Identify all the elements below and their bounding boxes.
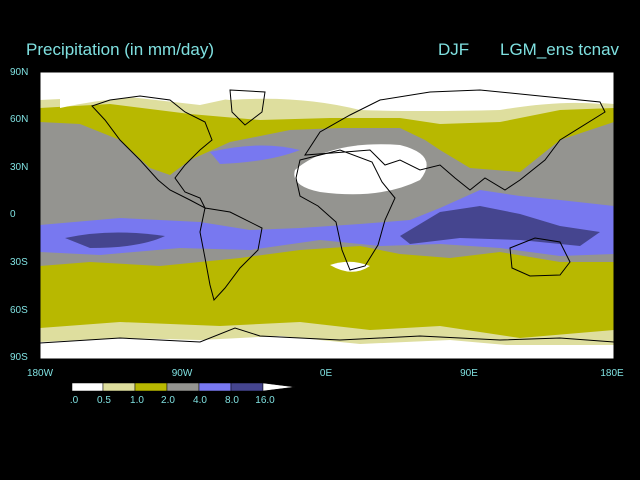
- cb-swatch-1: [102, 382, 136, 392]
- lat-label-30s: 30S: [10, 257, 28, 268]
- lon-label-90w: 90W: [171, 368, 193, 379]
- coast-north-america: [91, 95, 213, 210]
- coast-australia: [509, 237, 571, 277]
- lat-label-90s: 90S: [10, 352, 28, 363]
- season-label: DJF: [438, 40, 470, 59]
- cb-swatch-4: [198, 382, 232, 392]
- map-frame: [39, 71, 615, 360]
- cb-swatch-5: [230, 382, 264, 392]
- lat-label-eq: 0: [10, 209, 16, 220]
- lon-label-180e: 180E: [600, 368, 624, 379]
- cb-label-3: 2.0: [161, 395, 175, 406]
- cb-label-4: 4.0: [193, 395, 207, 406]
- lon-label-180w: 180W: [26, 368, 54, 379]
- coast-south-america: [199, 207, 263, 302]
- cb-label-6: 16.0: [255, 395, 275, 406]
- lat-label-60s: 60S: [10, 305, 28, 316]
- lon-label-90e: 90E: [460, 368, 478, 379]
- lat-label-30n: 30N: [10, 162, 29, 173]
- coast-greenland: [229, 89, 266, 126]
- zone-8-0-indian: [400, 206, 600, 246]
- coastlines: [39, 89, 615, 344]
- precip-field: [40, 72, 614, 359]
- colorbar: [71, 382, 296, 392]
- dry-arctic: [60, 90, 600, 111]
- cb-swatch-2: [134, 382, 168, 392]
- zone-8-0-pacific: [65, 232, 165, 248]
- zone-4-0-atlantic: [210, 145, 300, 164]
- cb-label-1: 0.5: [97, 395, 111, 406]
- zone-4-0: [40, 190, 614, 256]
- lat-label-60n: 60N: [10, 114, 29, 125]
- run-label: LGM_ens tcnav: [500, 40, 620, 59]
- coast-eurasia: [304, 89, 606, 191]
- map-title: Precipitation (in mm/day): [26, 40, 215, 59]
- cb-swatch-3: [166, 382, 200, 392]
- lon-label-0e: 0E: [319, 368, 333, 379]
- cb-arrow: [262, 382, 296, 392]
- cb-label-5: 8.0: [225, 395, 239, 406]
- dry-sahara: [294, 144, 427, 195]
- cb-label-0: .0: [69, 395, 79, 406]
- lat-label-90n: 90N: [10, 67, 29, 78]
- dry-south: [40, 345, 614, 359]
- cb-label-2: 1.0: [130, 395, 144, 406]
- cb-swatch-0: [71, 382, 104, 392]
- coast-antarctica: [39, 327, 615, 344]
- coast-africa: [295, 149, 396, 271]
- dry-sa-patch: [330, 261, 370, 272]
